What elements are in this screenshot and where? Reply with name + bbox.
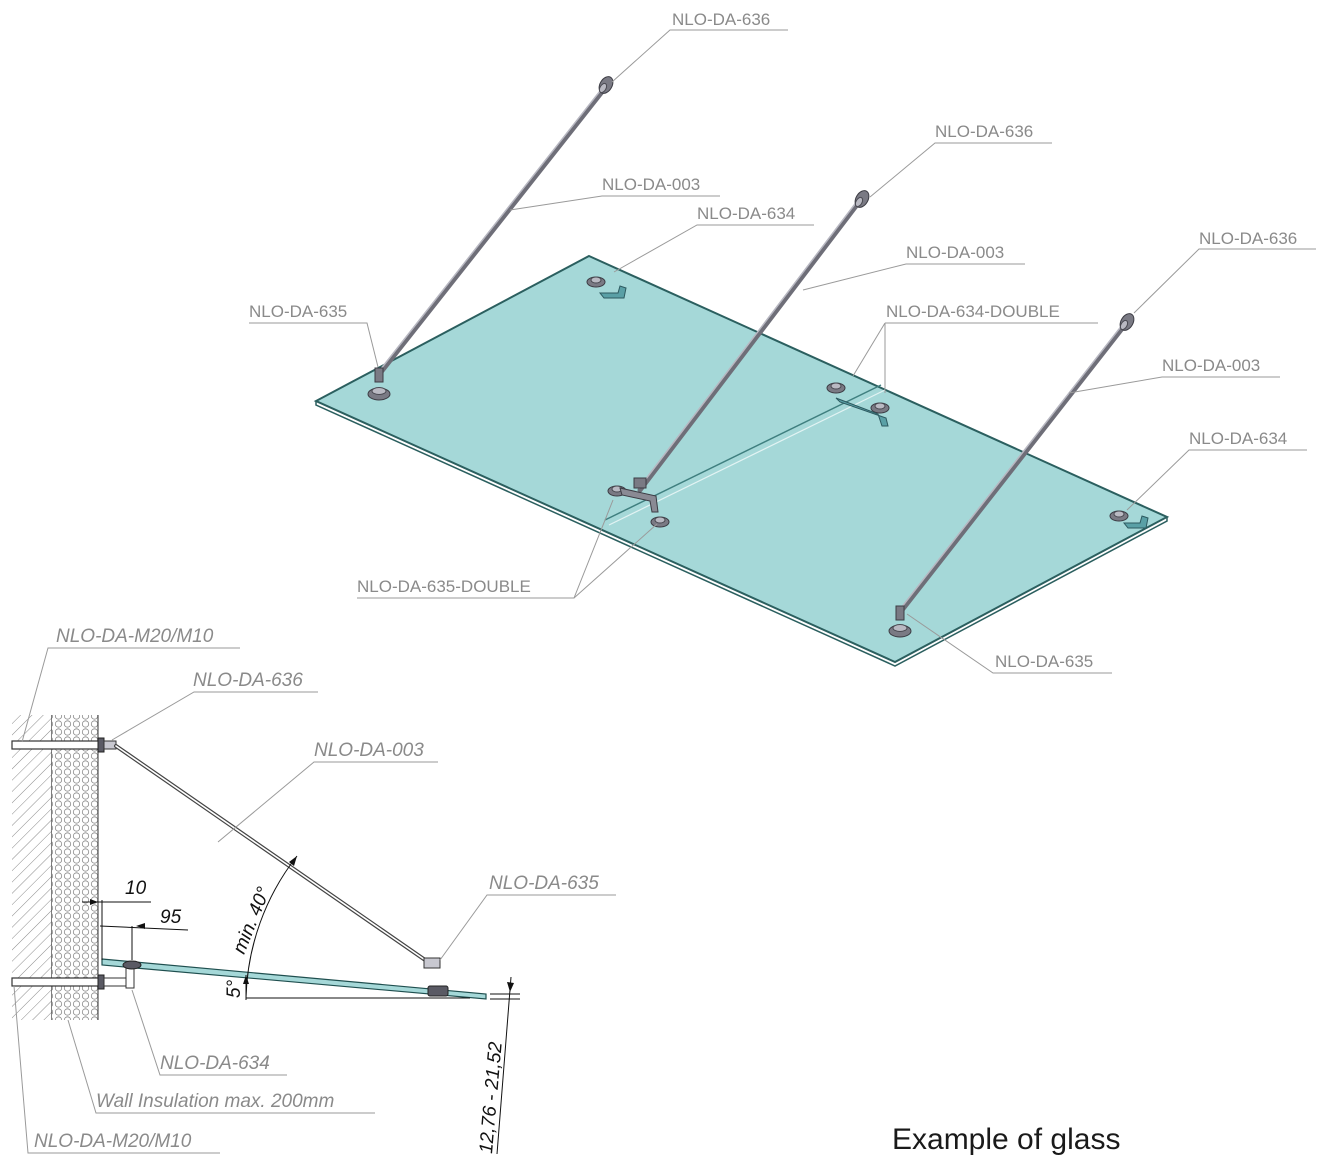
dim-glass-thickness: 12,76 - 21,52 (476, 1041, 507, 1155)
label-rod-top-right: NLO-DA-636 (1199, 229, 1297, 248)
clamp-right-front (888, 605, 912, 638)
rod-middle (637, 199, 862, 493)
isometric-view: NLO-DA-636 NLO-DA-636 NLO-DA-636 NLO-DA-… (249, 10, 1316, 674)
wall-fitting-top-right (1119, 313, 1135, 331)
caption: Example of glass (892, 1123, 1120, 1156)
wall-fitting-top-left (598, 76, 614, 94)
dim-angle-glass: 5° (224, 979, 245, 998)
label-wall-clamp-section: NLO-DA-634 (160, 1053, 270, 1074)
double-clamp-back (826, 382, 890, 427)
label-wall-fitting: NLO-DA-636 (193, 670, 303, 691)
clamp-left-front (367, 367, 391, 401)
wall-clamp-section (97, 960, 142, 990)
anchor-top (11, 740, 101, 750)
label-clamp-back: NLO-DA-634 (697, 204, 795, 223)
label-glass-clamp-section: NLO-DA-635 (489, 873, 599, 894)
clamp-back (586, 276, 627, 299)
label-double-front: NLO-DA-635-DOUBLE (357, 577, 531, 596)
iso-leaders (249, 29, 1316, 674)
label-anchor-top: NLO-DA-M20/M10 (56, 626, 214, 647)
label-double-back: NLO-DA-634-DOUBLE (886, 302, 1060, 321)
label-rod-middle: NLO-DA-003 (906, 243, 1004, 262)
wall-fitting-top-middle (854, 190, 870, 208)
wall-fitting-section (97, 737, 117, 753)
wall (12, 715, 52, 1020)
label-rod-right: NLO-DA-003 (1162, 356, 1260, 375)
label-rod-left: NLO-DA-003 (602, 175, 700, 194)
dim-offset-small: 10 (125, 878, 147, 899)
glass-section (101, 958, 487, 1000)
label-clamp-right-front: NLO-DA-635 (995, 652, 1093, 671)
rod-right (899, 323, 1127, 613)
label-insulation: Wall Insulation max. 200mm (96, 1091, 334, 1112)
label-rod-section: NLO-DA-003 (314, 740, 424, 761)
section-leaders (13, 647, 616, 1154)
rod-section (114, 744, 430, 964)
label-rod-top-middle: NLO-DA-636 (935, 122, 1033, 141)
glass-panel (313, 254, 1170, 664)
double-clamp-front (607, 477, 670, 528)
wall-insulation (52, 715, 98, 1020)
section-view: 10 95 min. 40° 5° 12,76 - 21,52 (11, 626, 616, 1155)
dim-angle-rod: min. 40° (229, 884, 275, 957)
label-rod-top-left: NLO-DA-636 (672, 10, 770, 29)
label-clamp-left-front: NLO-DA-635 (249, 302, 347, 321)
clamp-right (1109, 510, 1149, 529)
label-clamp-right: NLO-DA-634 (1189, 429, 1287, 448)
dim-offset-large: 95 (160, 907, 182, 928)
label-anchor-bottom: NLO-DA-M20/M10 (34, 1131, 192, 1152)
glass-panel-edge (315, 401, 1168, 667)
rod-left (378, 85, 608, 375)
anchor-bottom (11, 977, 101, 987)
glass-clamp-section (423, 957, 449, 997)
